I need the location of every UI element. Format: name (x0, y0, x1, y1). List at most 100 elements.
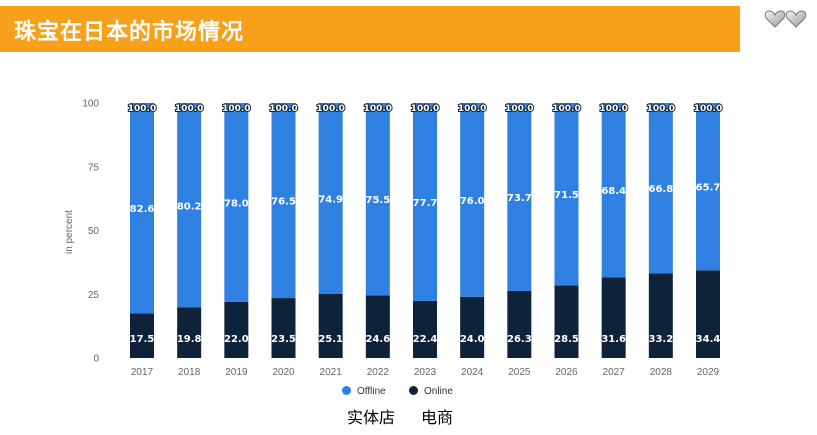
data-label-online: 24.0 (460, 334, 485, 345)
data-label-total: 100.0 (269, 104, 297, 114)
legend: Offline Online (0, 386, 817, 406)
data-label-offline: 82.6 (130, 204, 155, 215)
bar-offline[interactable] (224, 103, 249, 302)
legend-item-offline[interactable]: Offline (342, 386, 386, 397)
bar-online[interactable] (554, 285, 579, 358)
data-label-total: 100.0 (411, 104, 439, 114)
bar-online[interactable] (224, 301, 249, 358)
y-tick-label: 50 (88, 226, 100, 237)
data-label-total: 100.0 (175, 104, 203, 114)
data-label-offline: 68.4 (601, 186, 626, 197)
x-tick-label: 2029 (697, 367, 720, 378)
y-tick-label: 75 (88, 162, 100, 173)
data-label-total: 100.0 (364, 104, 392, 114)
data-label-online: 34.4 (696, 334, 721, 345)
bar-offline[interactable] (648, 103, 673, 274)
bar-offline[interactable] (696, 103, 720, 271)
data-label-online: 25.1 (318, 334, 343, 345)
bar-online[interactable] (318, 293, 343, 358)
online-chinese-label: 电商 (421, 408, 454, 427)
online-legend-dot (409, 386, 418, 395)
bar-online[interactable] (177, 307, 202, 358)
x-tick-label: 2020 (272, 367, 295, 378)
bar-online[interactable] (507, 290, 532, 358)
bar-offline[interactable] (601, 103, 626, 278)
bar-online[interactable] (696, 270, 720, 358)
legend-item-online[interactable]: Online (409, 386, 453, 397)
data-label-online: 26.3 (507, 334, 532, 345)
y-tick-label: 100 (82, 99, 99, 110)
offline-legend-dot (342, 386, 351, 395)
bar-online[interactable] (271, 298, 296, 358)
x-tick-label: 2018 (178, 367, 201, 378)
data-label-offline: 74.9 (318, 194, 343, 205)
data-label-offline: 75.5 (365, 195, 390, 206)
data-label-total: 100.0 (694, 104, 722, 114)
data-label-offline: 65.7 (696, 183, 721, 194)
data-label-offline: 80.2 (177, 201, 202, 212)
x-axis-ticks: 2017 2018 2019 2020 2021 2022 2023 2024 2025 2026… (131, 367, 720, 378)
bar-offline[interactable] (460, 103, 485, 297)
data-label-online: 19.8 (177, 334, 202, 345)
data-label-offline: 71.5 (554, 190, 579, 201)
data-label-total: 100.0 (316, 104, 344, 114)
page-title: 珠宝在日本的市场情况 (14, 20, 245, 45)
data-label-online: 28.5 (554, 334, 579, 345)
x-tick-label: 2027 (603, 367, 626, 378)
y-axis-title-group: in percent (64, 210, 75, 254)
x-tick-label: 2026 (555, 367, 578, 378)
bar-offline[interactable] (554, 103, 579, 286)
data-label-offline: 73.7 (507, 193, 532, 204)
legend-label-offline: Offline (357, 386, 386, 397)
bar-offline[interactable] (365, 103, 390, 296)
bar-offline[interactable] (507, 103, 532, 291)
data-label-online: 22.0 (224, 334, 249, 345)
x-tick-label: 2023 (414, 367, 437, 378)
data-label-offline: 78.0 (224, 198, 249, 209)
bar-online[interactable] (601, 277, 626, 358)
x-tick-label: 2028 (650, 367, 673, 378)
double-heart-icon (764, 8, 808, 30)
data-label-total: 100.0 (128, 104, 156, 114)
data-label-online: 22.4 (413, 334, 438, 345)
data-label-total: 100.0 (505, 104, 533, 114)
bar-offline[interactable] (271, 103, 296, 299)
offline-chinese-label: 实体店 (347, 408, 396, 427)
data-label-online: 31.6 (601, 334, 626, 345)
bar-online[interactable] (130, 313, 154, 358)
bar-offline[interactable] (413, 103, 437, 301)
data-label-offline: 76.0 (460, 196, 485, 207)
bar-offline[interactable] (177, 103, 202, 308)
data-label-offline: 66.8 (648, 184, 673, 195)
data-label-total: 100.0 (222, 104, 250, 114)
data-label-offline: 76.5 (271, 197, 296, 208)
data-label-online: 33.2 (648, 334, 673, 345)
bar-offline[interactable] (130, 103, 154, 314)
data-label-online: 23.5 (271, 334, 296, 345)
y-tick-label: 0 (93, 354, 99, 365)
title-bar: 珠宝在日本的市场情况 (0, 6, 740, 52)
bars-group: 82.6 17.5 100.0 80.2 19.8 100.0 78.0 22.0 100.0 7… (127, 103, 723, 358)
legend-label-online: Online (424, 386, 453, 397)
data-label-total: 100.0 (458, 104, 486, 114)
bar-online[interactable] (413, 300, 437, 358)
bar-online[interactable] (460, 296, 485, 358)
data-label-total: 100.0 (552, 104, 580, 114)
data-label-total: 100.0 (647, 104, 675, 114)
data-label-online: 24.6 (365, 334, 390, 345)
bar-offline[interactable] (318, 103, 343, 294)
x-tick-label: 2025 (508, 367, 531, 378)
bar-online[interactable] (365, 295, 390, 358)
bar-online[interactable] (648, 273, 673, 358)
data-label-offline: 77.7 (413, 198, 438, 209)
x-tick-label: 2024 (461, 367, 484, 378)
y-tick-label: 25 (88, 290, 100, 301)
data-label-online: 17.5 (130, 334, 155, 345)
x-tick-label: 2022 (367, 367, 390, 378)
data-label-total: 100.0 (599, 104, 627, 114)
x-tick-label: 2017 (131, 367, 154, 378)
x-tick-label: 2019 (225, 367, 248, 378)
x-tick-label: 2021 (320, 367, 343, 378)
y-axis-title: in percent (64, 210, 75, 254)
